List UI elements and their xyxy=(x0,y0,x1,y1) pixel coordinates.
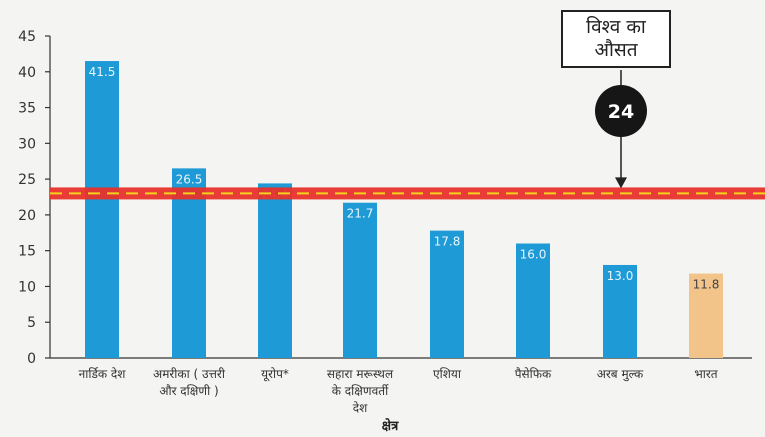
bar-value-label: 21.7 xyxy=(347,207,374,221)
bar-value-label: 16.0 xyxy=(520,248,547,262)
category-label: के दक्षिणवर्ती xyxy=(332,384,389,398)
category-label: नार्डिक देश xyxy=(79,367,127,381)
average-line-band xyxy=(50,187,765,200)
average-line: 24 xyxy=(50,70,765,200)
average-badge xyxy=(595,85,647,137)
bar xyxy=(430,230,464,358)
category-labels: नार्डिक देश अमरीका ( उत्तरी और दक्षिणी ) यू… xyxy=(79,367,719,415)
y-ticks: 0 5 10 15 20 25 30 35 40 45 xyxy=(18,29,50,367)
y-tick-label: 10 xyxy=(18,279,36,295)
y-tick-label: 15 xyxy=(18,244,36,260)
bar xyxy=(603,264,637,358)
bar xyxy=(343,202,377,358)
bar xyxy=(258,183,292,358)
category-label: देश xyxy=(353,401,368,415)
category-label: सहारा मरूस्थल xyxy=(327,367,394,381)
bar-value-label: 17.8 xyxy=(434,235,461,249)
bar-value-label: 13.0 xyxy=(607,269,634,283)
bar xyxy=(516,243,550,358)
bar xyxy=(85,61,119,359)
bar-value-label: 26.5 xyxy=(176,172,203,186)
bar xyxy=(172,168,206,358)
y-tick-label: 0 xyxy=(27,351,36,367)
average-arrow-head xyxy=(615,177,627,189)
y-tick-label: 20 xyxy=(18,208,36,224)
category-label: भारत xyxy=(694,367,718,381)
world-average-callout: विश्व का औसत xyxy=(561,10,671,68)
y-tick-label: 40 xyxy=(18,65,36,81)
bar-value-label: 11.8 xyxy=(693,278,720,292)
world-average-label-line-1: विश्व का xyxy=(586,16,646,38)
x-axis-title: क्षेत्र xyxy=(381,419,399,434)
bar-value-label: 41.5 xyxy=(89,65,116,79)
y-tick-label: 35 xyxy=(18,101,36,117)
average-badge-value: 24 xyxy=(608,101,634,123)
y-tick-label: 45 xyxy=(18,29,36,45)
category-label: अरब मुल्क xyxy=(597,367,644,382)
category-label: यूरोप* xyxy=(261,367,289,382)
world-average-label-line-2: औसत xyxy=(594,39,638,61)
category-label: और दक्षिणी ) xyxy=(159,384,218,398)
category-label: एशिया xyxy=(433,367,462,381)
category-label: पैसेफिक xyxy=(515,367,552,381)
y-tick-label: 25 xyxy=(18,172,36,188)
y-tick-label: 30 xyxy=(18,136,36,152)
category-label: अमरीका ( उत्तरी xyxy=(153,367,226,381)
bar xyxy=(689,273,723,358)
y-tick-label: 5 xyxy=(27,315,36,331)
